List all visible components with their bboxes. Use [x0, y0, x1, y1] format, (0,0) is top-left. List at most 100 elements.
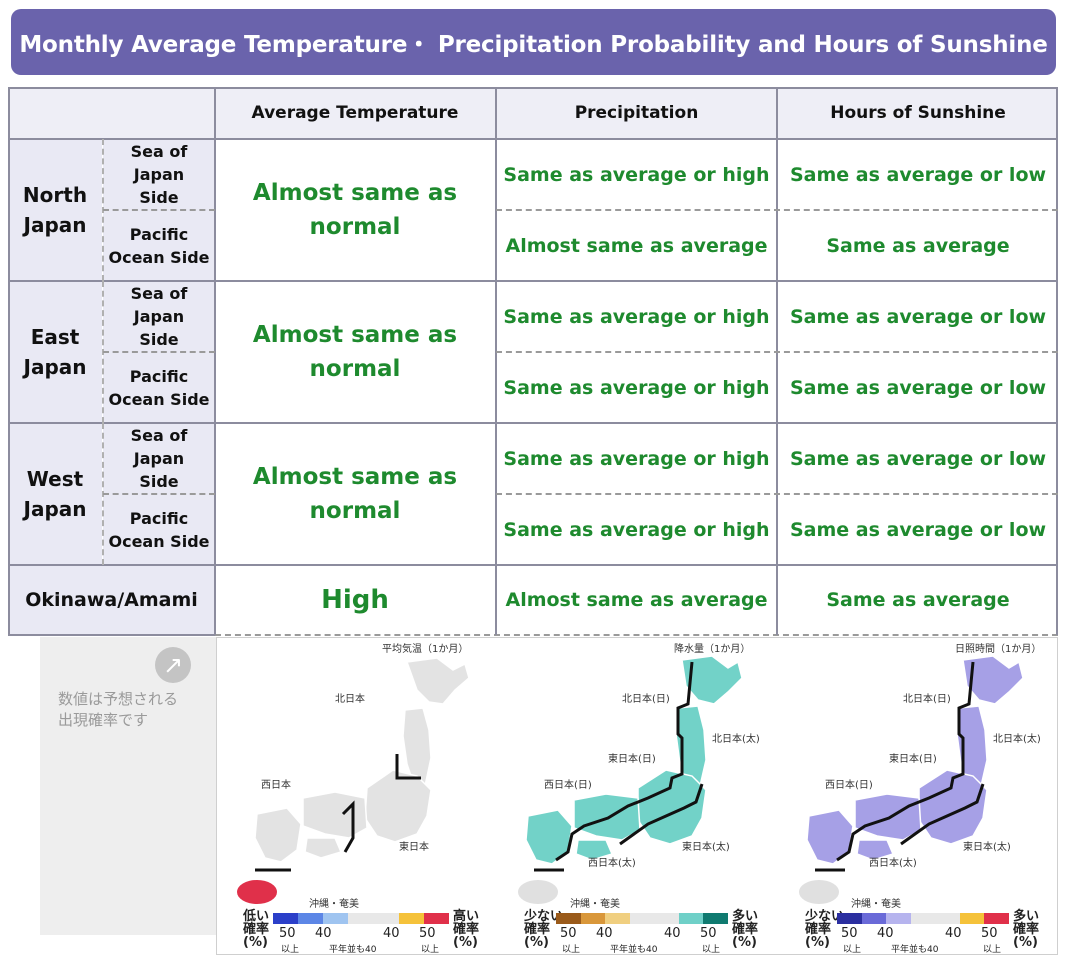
japan-map-icon	[237, 657, 470, 904]
legend-swatch	[959, 913, 985, 924]
legend-swatch	[373, 913, 399, 924]
precip-west-sea-side: Same as average or high	[503, 447, 770, 470]
legend-low-line3: (%)	[243, 935, 268, 950]
tick-avg: 平年並も40	[329, 945, 377, 955]
forecast-table: Average Temperature Precipitation Hours …	[8, 87, 1058, 636]
tick-40-high: 40	[383, 926, 400, 941]
temp-line2: normal	[309, 356, 401, 382]
col-border-right	[1056, 87, 1058, 635]
label-east-japan-sea: 東日本(日)	[608, 754, 656, 765]
legend-low-line3: (%)	[524, 935, 549, 950]
col-border-label	[214, 87, 216, 635]
temp-west-japan: Almost same as normal	[215, 423, 495, 565]
tick-50-low: 50	[841, 926, 858, 941]
legend-swatch	[654, 913, 679, 924]
label-east-japan-sea: 東日本(日)	[889, 754, 937, 765]
legend-low-line1: 少ない	[805, 909, 845, 924]
tick-40-high: 40	[945, 926, 962, 941]
map-landmass	[254, 657, 470, 863]
label-east-japan-pacific: 東日本(太)	[963, 842, 1011, 853]
region-okinawa-amami: Okinawa/Amami	[8, 565, 215, 635]
legend-high-line1: 多い	[1013, 909, 1040, 924]
note-text: 数値は予想される 出現確率です	[58, 689, 178, 731]
region-boundaries	[341, 754, 421, 853]
tick-50-high: 50	[981, 926, 998, 941]
label-okinawa: 沖縄・奄美	[851, 899, 901, 910]
label-west-japan-pacific: 西日本(太)	[588, 858, 636, 869]
legend-high-line3: (%)	[1013, 935, 1038, 950]
tick-avg: 平年並も40	[891, 945, 939, 955]
tick-40-high: 40	[664, 926, 681, 941]
header-sunshine: Hours of Sunshine	[778, 87, 1058, 139]
label-north-japan: 北日本	[335, 694, 365, 705]
side-pacific-ocean: Pacific Ocean Side	[103, 210, 215, 281]
legend-low: 少ない 確率 (%)	[524, 910, 563, 949]
side-label-line2: Side	[139, 472, 179, 491]
sunshine-map: 日照時間（1か月） 北日本(日) 北日本(太) 東日本(日) 西日本(日) 東日…	[779, 638, 1057, 956]
side-label-line2: Ocean Side	[108, 531, 210, 551]
precip-okinawa: Almost same as average	[505, 589, 768, 611]
region-label-line1: West	[26, 467, 84, 491]
side-label-line1: Sea of Japan	[130, 142, 188, 184]
legend-low: 少ない 確率 (%)	[805, 910, 844, 949]
side-dash-east	[103, 351, 215, 353]
tick-50-high: 50	[700, 926, 717, 941]
legend-high-line2: 確率	[1013, 922, 1040, 937]
legend-low-line2: 確率	[805, 922, 832, 937]
legend-swatch	[398, 913, 424, 924]
tick-50-low: 50	[279, 926, 296, 941]
temp-okinawa: High	[321, 585, 389, 615]
region-west-japan: West Japan	[8, 423, 102, 565]
header-bottom-border	[8, 138, 1058, 140]
side-label-line1: Pacific	[129, 366, 189, 386]
legend-swatch	[273, 913, 299, 924]
legend-low: 低い 確率 (%)	[243, 910, 269, 949]
header-corner	[8, 87, 215, 139]
label-west-japan-pacific: 西日本(太)	[869, 858, 917, 869]
region-boundaries	[836, 661, 985, 862]
tick-40-low: 40	[315, 926, 332, 941]
legend-swatch	[678, 913, 704, 924]
temp-east-japan: Almost same as normal	[215, 281, 495, 423]
okinawa-region	[518, 880, 558, 904]
side-dash-west	[103, 493, 215, 495]
note-line1: 数値は予想される	[58, 690, 179, 708]
row-border-west	[8, 564, 1058, 566]
col-border-temp	[495, 87, 497, 635]
temp-line2: normal	[309, 498, 401, 524]
side-label-line1: Pacific	[129, 508, 189, 528]
legend-swatch	[837, 913, 862, 924]
region-label-line2: Japan	[23, 213, 87, 237]
map-caption: 日照時間（1か月）	[955, 644, 1042, 655]
sun-north-pacific-side: Same as average	[826, 234, 1010, 257]
sun-north-sea-side: Same as average or low	[789, 163, 1047, 186]
region-boundaries	[555, 661, 704, 862]
arrow-up-right-icon[interactable]: ↗	[155, 647, 191, 683]
legend-bar	[556, 913, 729, 924]
japan-map-icon	[799, 655, 1024, 904]
side-label-line1: Sea of Japan	[130, 426, 188, 468]
legend-high: 多い 確率 (%)	[1013, 910, 1039, 949]
region-east-japan: East Japan	[8, 281, 102, 423]
tick-avg: 平年並も40	[610, 945, 658, 955]
tick-sub-low: 以上	[562, 945, 581, 955]
legend-swatch	[861, 913, 887, 924]
side-label-line2: Ocean Side	[108, 389, 210, 409]
precip-dash-north	[496, 209, 1058, 211]
legend-swatch	[323, 913, 349, 924]
side-dash-north	[103, 209, 215, 211]
table-left-bottom-border	[8, 634, 215, 636]
side-label-line1: Pacific	[129, 224, 189, 244]
sun-east-pacific-side: Same as average or low	[789, 376, 1047, 399]
row-border-north	[8, 280, 1058, 282]
forecast-maps: 平均気温（1か月） 北日本 西日本 東日本 沖縄・奄美 低い 確率 (%	[216, 637, 1058, 955]
legend-low-line3: (%)	[805, 935, 830, 950]
legend-swatch	[886, 913, 911, 924]
label-east-japan: 東日本	[399, 842, 429, 853]
temp-north-japan: Almost same as normal	[215, 139, 495, 281]
region-label-line2: Japan	[23, 355, 87, 379]
legend-low-line2: 確率	[524, 922, 551, 937]
legend-swatch	[703, 913, 729, 924]
side-pacific-ocean: Pacific Ocean Side	[103, 352, 215, 423]
tick-40-low: 40	[596, 926, 613, 941]
